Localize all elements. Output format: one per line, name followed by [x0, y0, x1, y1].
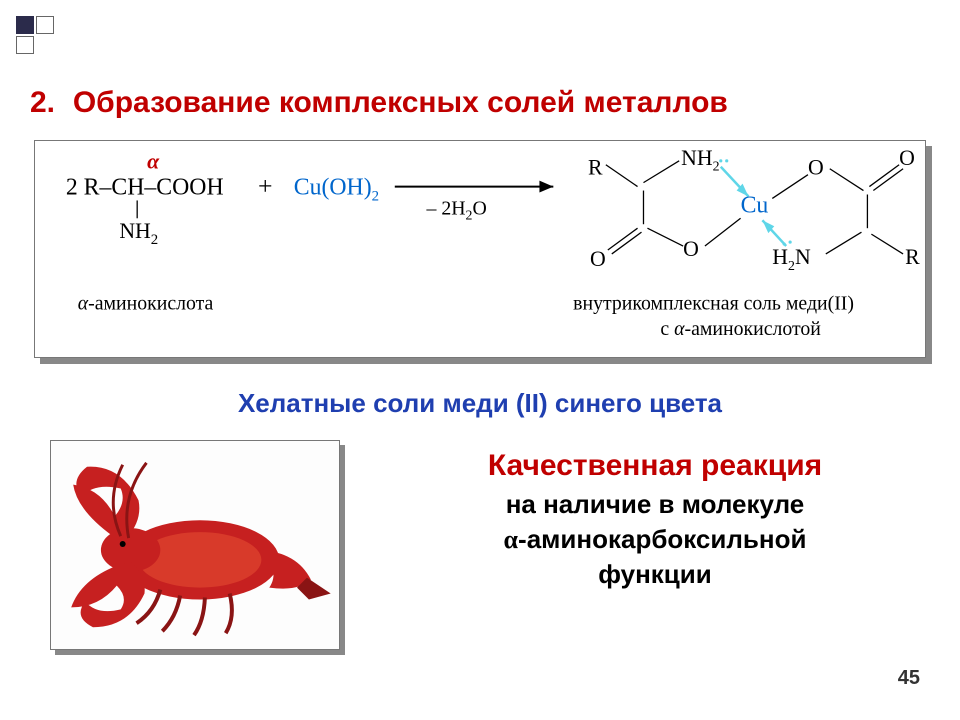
right-caption-1: внутрикомплексная соль меди(II): [573, 292, 854, 314]
right-caption-2: c α-аминокислотой: [660, 318, 821, 340]
svg-text:O: O: [683, 237, 699, 261]
left-nh2: NH2: [119, 219, 158, 248]
left-caption: α-аминокислота: [78, 292, 214, 314]
qual-title: Качественная реакция: [395, 446, 915, 487]
section-heading: 2. Образование комплексных солей металло…: [30, 86, 930, 120]
slide-number: 45: [898, 667, 920, 690]
alpha-label: α: [147, 150, 160, 174]
heading-number: 2.: [30, 86, 55, 119]
lobster-svg: [51, 441, 339, 649]
qual-reaction-block: Качественная реакция на наличие в молеку…: [395, 446, 915, 592]
svg-text:H2N: H2N: [772, 245, 811, 274]
reaction-panel: α 2 R–CH–COOH NH2 + Cu(OH)2 – 2H2O α-ами…: [34, 140, 926, 358]
complex-structure: R NH2 O O Cu O: [588, 146, 920, 274]
heading-text: Образование комплексных солей металлов: [73, 86, 728, 119]
qual-line1: на наличие в молекуле: [395, 487, 915, 522]
svg-text:R: R: [905, 245, 920, 269]
svg-text:R: R: [588, 156, 603, 180]
arrow-sub: – 2H2O: [425, 197, 486, 223]
svg-text:O: O: [590, 247, 606, 271]
svg-text:NH2: NH2: [681, 146, 719, 175]
svg-text:Cu: Cu: [741, 192, 769, 218]
qual-line3: функции: [395, 557, 915, 592]
blue-caption: Хелатные соли меди (II) синего цвета: [0, 388, 960, 419]
svg-text:O: O: [899, 146, 915, 170]
qual-line2: α-аминокарбоксильной: [395, 522, 915, 557]
plus-sign: +: [258, 172, 273, 201]
reaction-svg: α 2 R–CH–COOH NH2 + Cu(OH)2 – 2H2O α-ами…: [35, 141, 925, 357]
cu-formula: Cu(OH)2: [294, 175, 379, 205]
left-formula-line1: 2 R–CH–COOH: [66, 175, 224, 201]
corner-decoration: [16, 16, 56, 56]
svg-text:O: O: [808, 156, 824, 180]
lobster-image: [50, 440, 340, 650]
